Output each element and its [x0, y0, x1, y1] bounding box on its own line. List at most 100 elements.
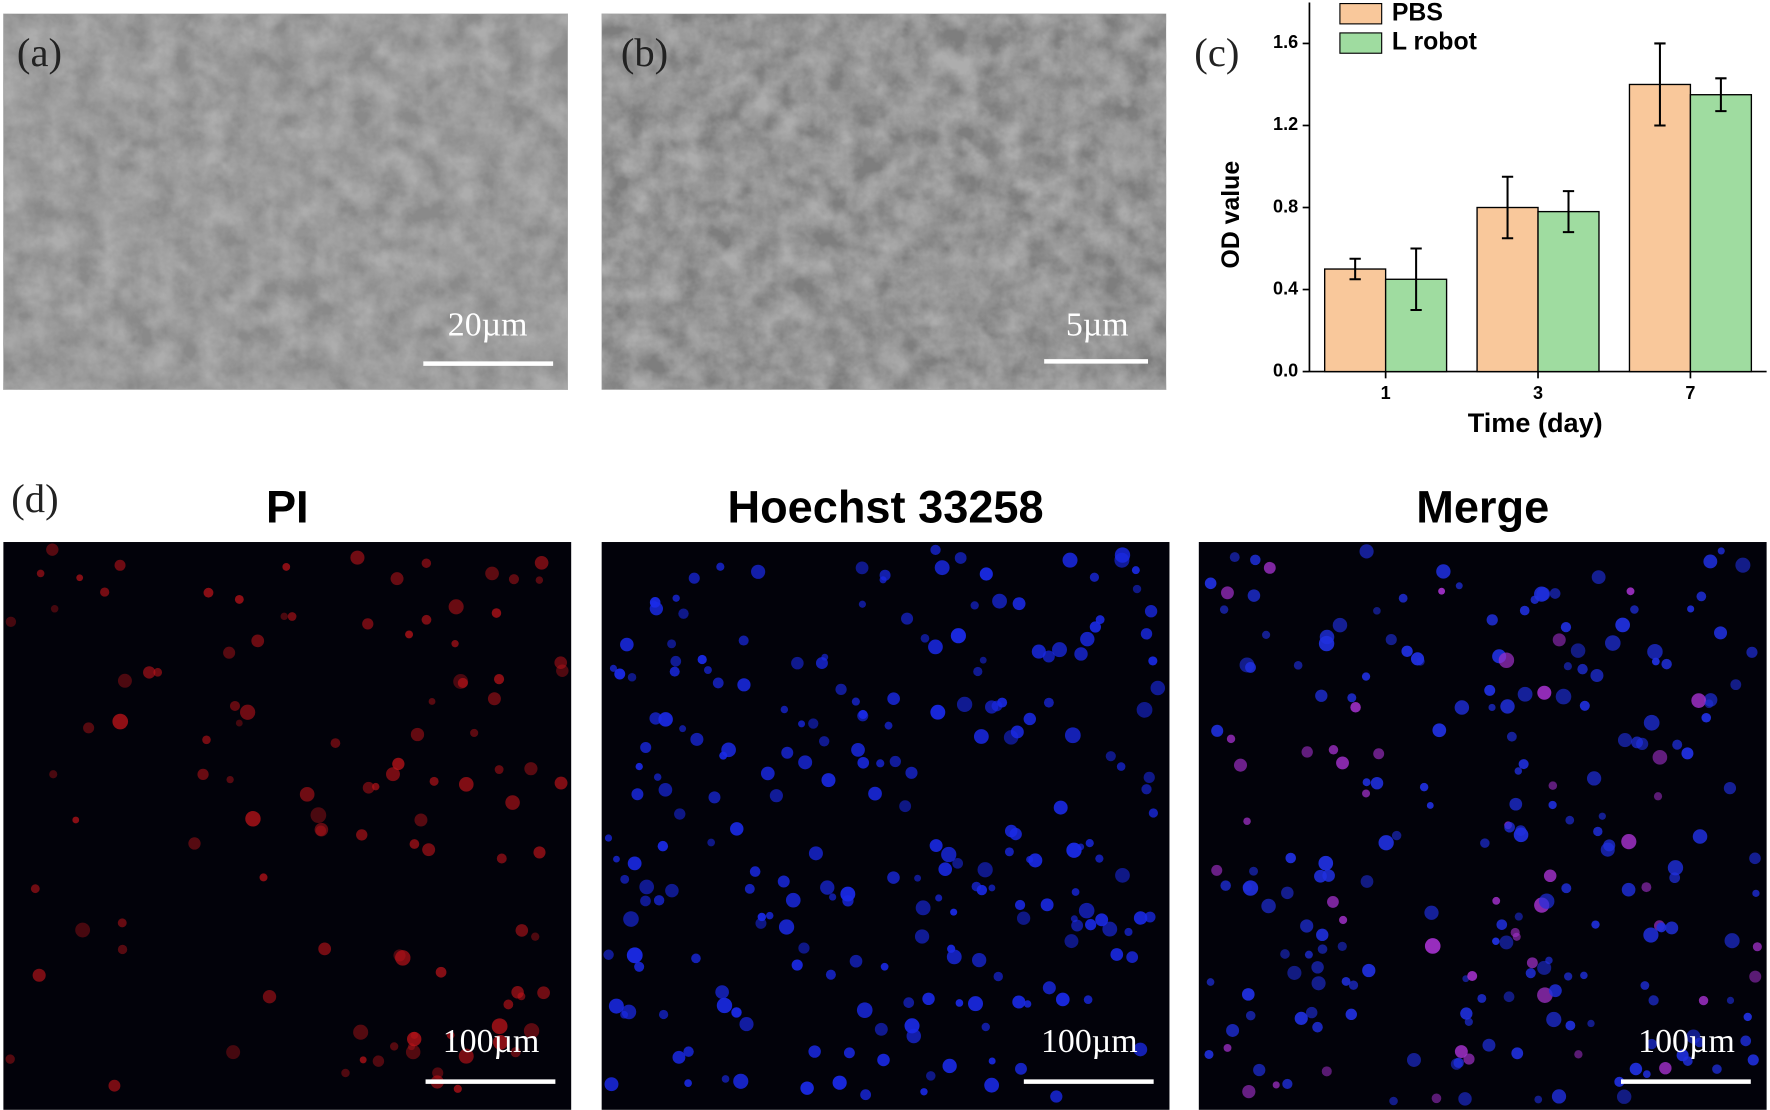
cell-dot: [1565, 815, 1575, 825]
cell-dot: [1316, 928, 1329, 942]
cell-dot: [769, 789, 783, 803]
y-tick-label: 0.0: [1273, 360, 1298, 380]
cell-dot: [922, 992, 935, 1006]
cell-dot: [1536, 587, 1551, 601]
fluorescence-image: [601, 542, 1170, 1110]
cell-dot: [508, 574, 519, 585]
cell-dot: [1591, 920, 1600, 929]
cell-dot: [1629, 1062, 1643, 1076]
cell-dot: [235, 719, 243, 727]
cell-dot: [1406, 1052, 1421, 1067]
cell-dot: [1305, 1006, 1318, 1019]
cell-dot: [835, 683, 847, 696]
cell-dot: [226, 775, 234, 784]
cell-dot: [1126, 951, 1139, 963]
cell-dot: [524, 762, 538, 776]
cell-dot: [1455, 582, 1463, 590]
cell-dot: [1042, 650, 1055, 663]
cell-dot: [1071, 919, 1084, 932]
cell-dot: [1509, 797, 1523, 811]
cell-dot: [356, 829, 368, 841]
cell-dot: [627, 673, 637, 682]
cell-dot: [800, 1081, 814, 1095]
cell-dot: [1304, 950, 1313, 959]
cell-dot: [1681, 747, 1694, 760]
cell-dot: [1538, 893, 1555, 909]
cell-dot: [653, 895, 665, 906]
cell-dot: [75, 922, 91, 938]
scale-bar-label: 20µm: [448, 306, 528, 343]
cell-dot: [1515, 825, 1527, 836]
cell-dot: [1482, 1038, 1496, 1052]
cell-dot: [1458, 1092, 1472, 1106]
cell-dot: [554, 656, 568, 669]
scale-bar-label: 100µm: [443, 1023, 540, 1060]
cell-dot: [226, 1045, 241, 1060]
cell-dot: [287, 612, 297, 621]
cell-dot: [798, 755, 813, 770]
scale-bar-label: 100µm: [1638, 1023, 1735, 1060]
cell-dot: [1116, 762, 1126, 771]
error-bar: [1562, 190, 1575, 234]
cell-dot: [877, 1053, 890, 1067]
cell-dot: [432, 1067, 444, 1079]
cell-dot: [930, 544, 941, 556]
cell-dot: [1438, 587, 1446, 595]
cell-dot: [679, 725, 687, 733]
cell-dot: [282, 563, 291, 571]
cell-dot: [1587, 1019, 1595, 1028]
cell-dot: [1480, 838, 1490, 848]
y-tick-label: 1.6: [1273, 32, 1298, 52]
cell-dot: [968, 996, 984, 1012]
cell-dot: [613, 855, 620, 863]
cell-dot: [259, 873, 268, 882]
cell-dot: [1312, 1021, 1323, 1033]
cell-dot: [451, 639, 459, 648]
cell-dot: [1432, 723, 1447, 738]
cell-dot: [487, 692, 501, 706]
cell-dot: [353, 1024, 369, 1040]
cell-dot: [1287, 965, 1302, 980]
cell-dot: [1724, 933, 1740, 949]
cell-dot: [1370, 776, 1384, 790]
cell-dot: [1749, 852, 1761, 865]
cell-dot: [672, 1050, 686, 1064]
cell-dot: [76, 574, 84, 582]
cell-dot: [1537, 960, 1552, 975]
cell-dot: [1204, 577, 1217, 590]
cell-dot: [620, 637, 634, 652]
cell-dot: [1280, 949, 1290, 959]
cell-dot: [372, 1055, 385, 1067]
cell-dot: [1398, 593, 1408, 603]
cell-dot: [640, 895, 651, 907]
cell-dot: [310, 807, 327, 824]
cell-dot: [880, 962, 889, 971]
cell-dot: [730, 822, 744, 836]
cell-dot: [1496, 919, 1508, 930]
cell-dot: [1328, 745, 1339, 755]
cell-dot: [868, 786, 882, 801]
cell-dot: [1361, 672, 1371, 681]
cell-dot: [1114, 552, 1130, 568]
image-title: PI: [266, 481, 309, 532]
cell-dot: [1014, 899, 1026, 911]
cell-dot: [421, 558, 432, 568]
cell-dot: [1247, 589, 1261, 602]
cell-dot: [1281, 886, 1294, 900]
cell-dot: [688, 572, 700, 584]
cell-dot: [1565, 1020, 1576, 1031]
cell-dot: [1488, 703, 1496, 712]
cell-dot: [620, 874, 630, 884]
cell-dot: [1752, 889, 1760, 897]
cell-dot: [1740, 1035, 1752, 1047]
cell-dot: [1704, 699, 1714, 709]
cell-dot: [1204, 1049, 1214, 1060]
cell-dot: [1598, 812, 1606, 820]
cell-dot: [1373, 748, 1385, 760]
cell-dot: [315, 825, 327, 837]
cell-dot: [458, 1048, 474, 1064]
cell-dot: [1548, 781, 1558, 790]
cell-dot: [808, 846, 823, 861]
cell-dot: [1066, 842, 1082, 858]
cell-dot: [1373, 607, 1381, 615]
